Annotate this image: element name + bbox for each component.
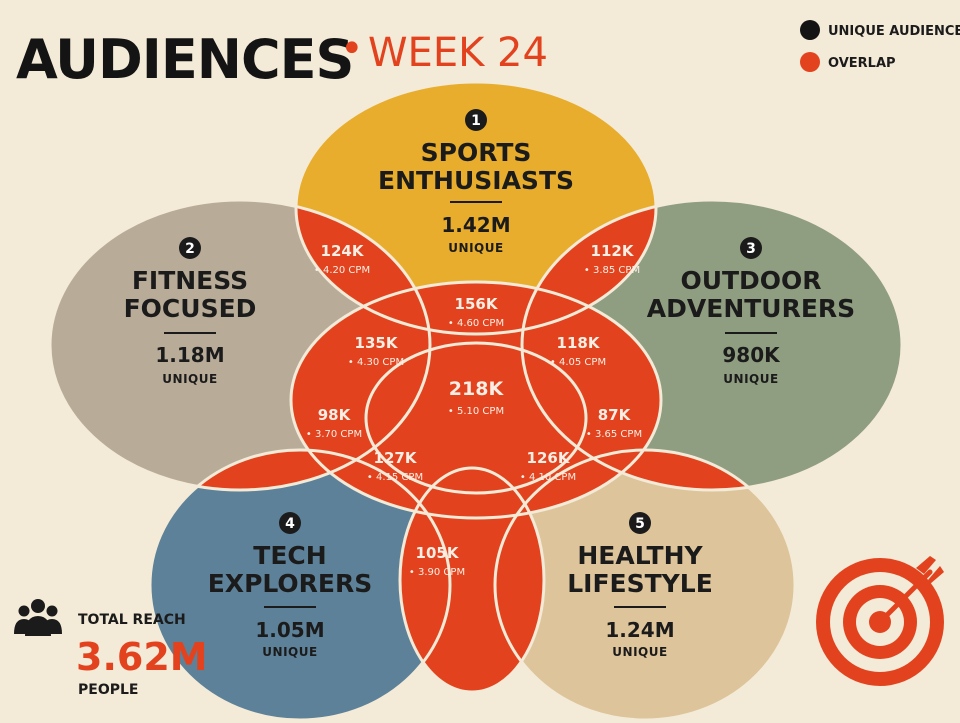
lower-overlap-blob — [400, 468, 544, 692]
total-reach-label: TOTAL REACH — [78, 612, 186, 628]
circle-healthy[interactable] — [495, 450, 795, 720]
overlap-cpm: • 3.85 CPM — [584, 265, 640, 276]
audience-name-line2: FOCUSED — [124, 294, 257, 323]
audience-unit: UNIQUE — [262, 645, 317, 659]
overlap-cpm: • 3.90 CPM — [409, 567, 465, 578]
total-reach: TOTAL REACH 3.62M PEOPLE — [14, 599, 208, 698]
audience-name-line1: SPORTS — [421, 138, 532, 167]
overlap-value: 156K — [455, 295, 499, 313]
overlap-left-center: 135K • 4.30 CPM — [348, 334, 404, 368]
overlap-value: 118K — [557, 334, 601, 352]
audience-outdoor-label: 3 OUTDOOR ADVENTURERS 980K UNIQUE — [647, 237, 855, 386]
overlap-value: 124K — [321, 242, 365, 260]
audience-value: 1.05M — [255, 618, 324, 642]
audience-number-badge — [179, 237, 201, 259]
audience-value: 980K — [722, 343, 781, 367]
overlap-cpm: • 3.70 CPM — [306, 429, 362, 440]
audience-name-line1: TECH — [253, 541, 326, 570]
overlap-value: 127K — [374, 449, 418, 467]
people-group-icon — [14, 599, 62, 636]
audience-unit: UNIQUE — [723, 372, 778, 386]
overlap-tech-healthy: 105K • 3.90 CPM — [409, 544, 465, 578]
overlap-cpm: • 3.65 CPM — [586, 429, 642, 440]
overlap-cpm: • 4.20 CPM — [314, 265, 370, 276]
audience-tech-label: 4 TECH EXPLORERS 1.05M UNIQUE — [208, 512, 373, 659]
audience-unit: UNIQUE — [162, 372, 217, 386]
overlap-cpm: • 4.15 CPM — [367, 472, 423, 483]
region-outlines — [48, 80, 904, 722]
audience-fitness-label: 2 FITNESS FOCUSED 1.18M UNIQUE — [124, 237, 257, 386]
overlap-cpm: • 4.05 CPM — [550, 357, 606, 368]
audience-number-badge — [465, 109, 487, 131]
overlap-value: 105K — [416, 544, 460, 562]
audience-number: 2 — [185, 241, 195, 257]
overlap-fitness-tech: 98K • 3.70 CPM — [306, 406, 362, 440]
title-separator: • — [340, 26, 364, 72]
audience-unit: UNIQUE — [448, 241, 503, 255]
overlap-value: 218K — [449, 378, 505, 400]
audience-unit: UNIQUE — [612, 645, 667, 659]
audience-name-line1: HEALTHY — [577, 541, 703, 570]
audience-name-line1: OUTDOOR — [680, 266, 821, 295]
audience-name-line1: FITNESS — [132, 266, 248, 295]
audience-sports-label: 1 SPORTS ENTHUSIASTS 1.42M UNIQUE — [378, 109, 574, 255]
legend: UNIQUE AUDIENCE OVERLAP — [800, 20, 960, 72]
overlap-cpm: • 5.10 CPM — [448, 406, 504, 417]
overlap-cpm: • 4.60 CPM — [448, 318, 504, 329]
audience-name-line2: ENTHUSIASTS — [378, 166, 574, 195]
overlap-outdoor-healthy: 87K • 3.65 CPM — [586, 406, 642, 440]
audience-healthy-label: 5 HEALTHY LIFESTYLE 1.24M UNIQUE — [567, 512, 713, 659]
audience-number-badge — [279, 512, 301, 534]
overlap-sports-fitness: 124K • 4.20 CPM — [314, 242, 370, 276]
overlap-value: 112K — [591, 242, 635, 260]
audience-value: 1.24M — [605, 618, 674, 642]
overlap-value: 87K — [598, 406, 632, 424]
legend-swatch-overlap — [800, 52, 820, 72]
audience-number-badge — [740, 237, 762, 259]
audience-number: 5 — [635, 516, 645, 532]
audience-number: 3 — [746, 241, 756, 257]
audience-number: 4 — [285, 516, 295, 532]
circle-tech[interactable] — [150, 450, 450, 720]
audience-number: 1 — [471, 113, 481, 129]
audience-name-line2: ADVENTURERS — [647, 294, 855, 323]
overlap-cpm: • 4.30 CPM — [348, 357, 404, 368]
overlap-value: 98K — [318, 406, 352, 424]
overlap-lower-right-center: 126K • 4.10 CPM — [520, 449, 576, 483]
header: AUDIENCES • WEEK 24 — [16, 26, 548, 91]
overlap-labels: 124K • 4.20 CPM 112K • 3.85 CPM 156K • 4… — [306, 242, 642, 578]
legend-label-unique: UNIQUE AUDIENCE — [828, 24, 960, 39]
audience-value: 1.18M — [155, 343, 224, 367]
overlap-right-center: 118K • 4.05 CPM — [550, 334, 606, 368]
page-subtitle: WEEK 24 — [368, 30, 548, 76]
audience-name-line2: LIFESTYLE — [567, 569, 713, 598]
total-reach-value: 3.62M — [76, 635, 208, 679]
overlap-center: 218K • 5.10 CPM — [448, 378, 505, 417]
legend-label-overlap: OVERLAP — [828, 56, 896, 71]
audience-value: 1.42M — [441, 213, 510, 237]
overlap-value: 135K — [355, 334, 399, 352]
page-title: AUDIENCES — [16, 28, 353, 91]
audience-number-badge — [629, 512, 651, 534]
overlap-cpm: • 4.10 CPM — [520, 472, 576, 483]
overlap-sports-outdoor: 112K • 3.85 CPM — [584, 242, 640, 276]
legend-swatch-unique — [800, 20, 820, 40]
overlap-top-center: 156K • 4.60 CPM — [448, 295, 504, 329]
overlap-value: 126K — [527, 449, 571, 467]
total-reach-unit: PEOPLE — [78, 682, 138, 698]
target-arrow-icon — [816, 556, 944, 686]
audience-name-line2: EXPLORERS — [208, 569, 373, 598]
overlap-lower-left-center: 127K • 4.15 CPM — [367, 449, 423, 483]
